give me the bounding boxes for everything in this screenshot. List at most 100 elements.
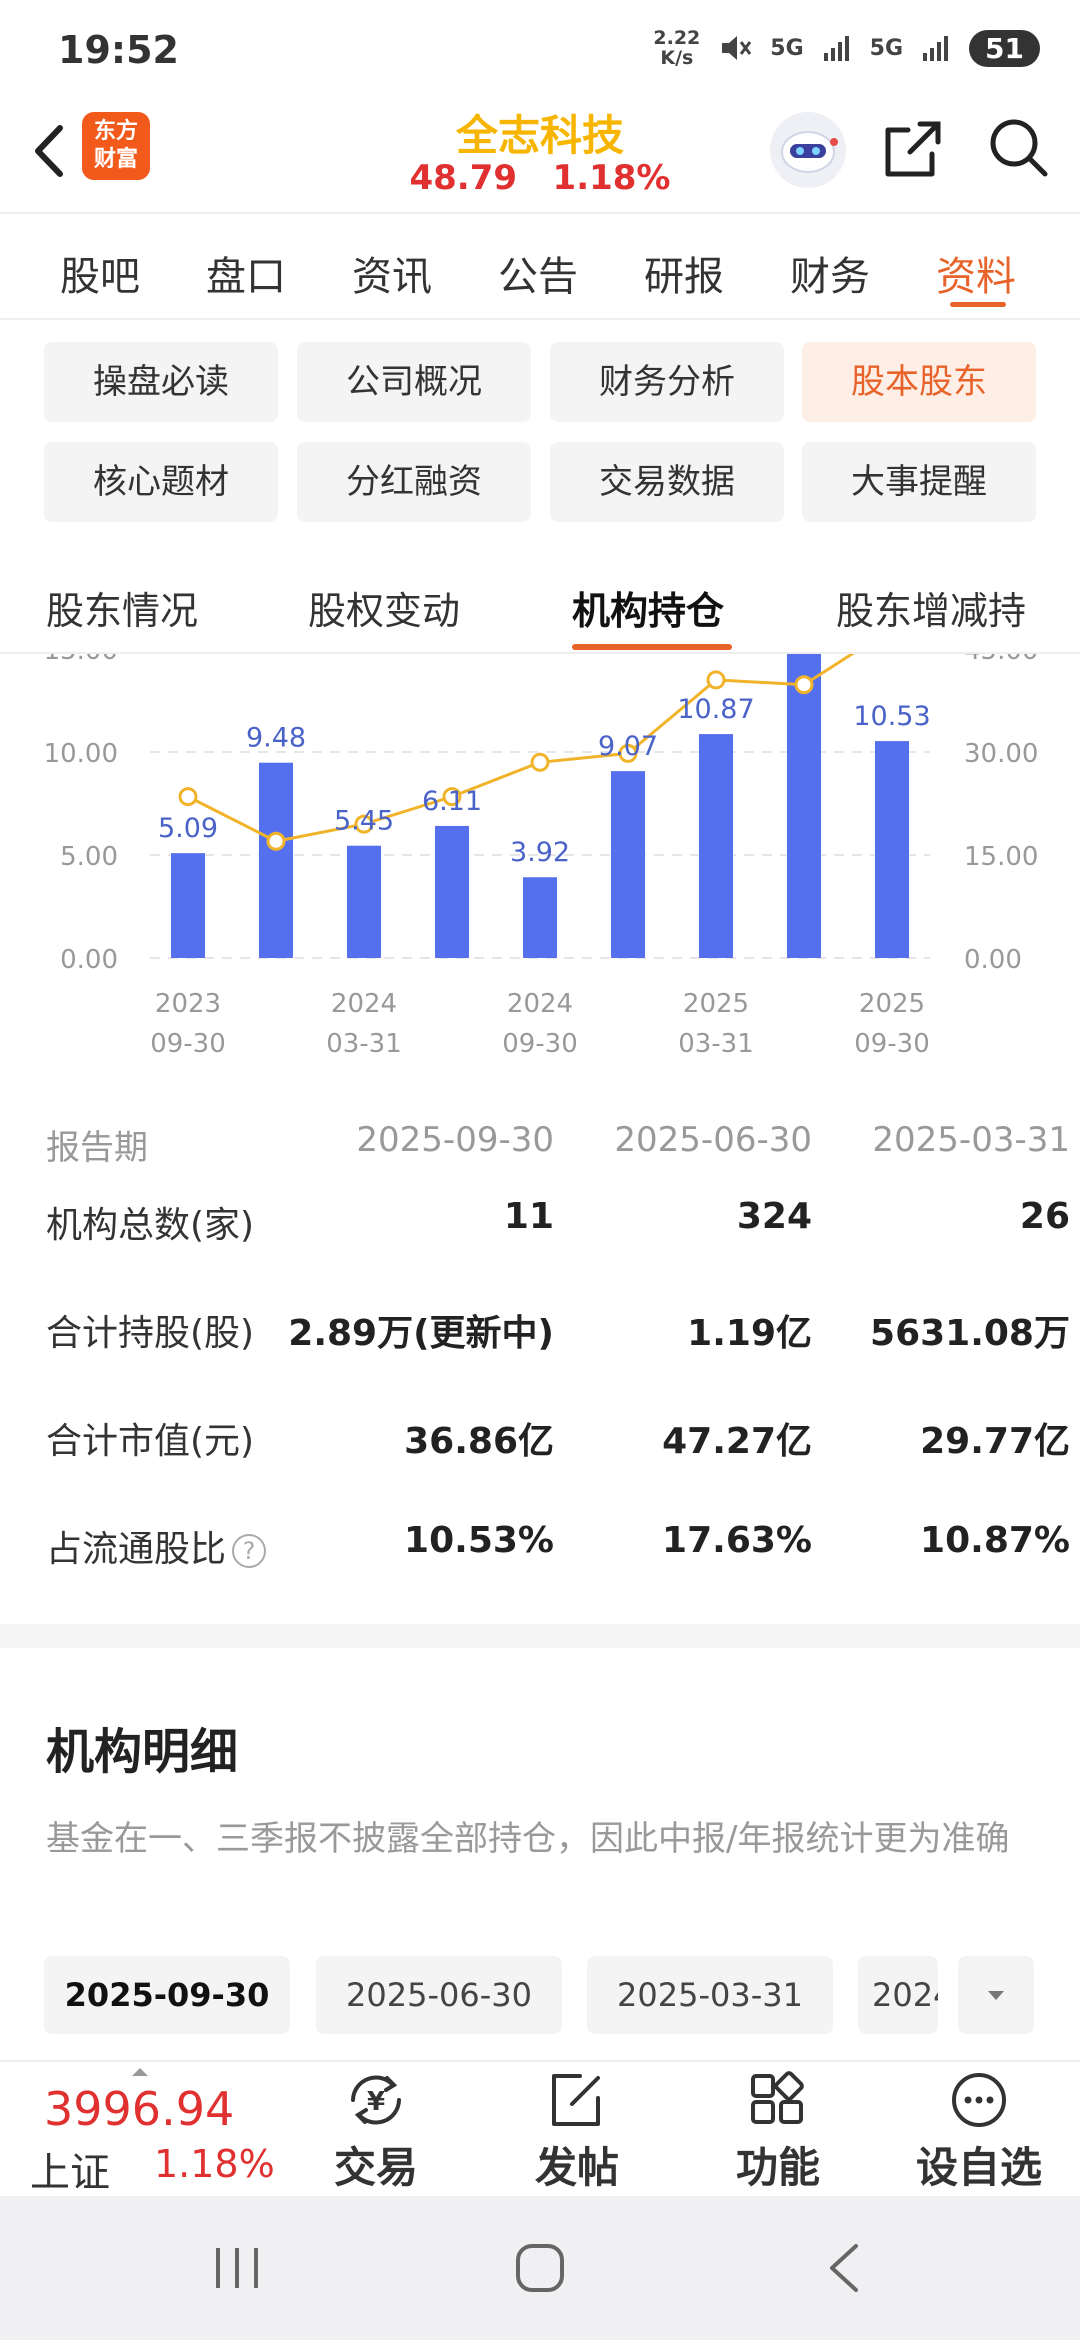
tab-pankou[interactable]: 盘口 <box>206 254 286 300</box>
bottom-bar <box>0 2060 1080 2196</box>
tab-news[interactable]: 资讯 <box>352 254 432 300</box>
stock-quote: 48.79 1.18% <box>340 158 740 198</box>
battery-indicator: 51 <box>969 29 1040 67</box>
caret-up-icon <box>132 2068 148 2076</box>
x-tick-year: 2023 <box>155 989 221 1019</box>
detail-note: 基金在一、三季报不披露全部持仓，因此中报/年报统计更为准确 <box>46 1819 1010 1859</box>
x-tick-year: 2024 <box>507 989 573 1019</box>
signal-1-label: 5G <box>770 35 804 61</box>
help-icon[interactable]: ? <box>232 1534 267 1568</box>
bar-label: 9.48 <box>246 723 306 754</box>
bar-label: 10.53 <box>853 701 930 732</box>
bar-label: 10.87 <box>677 694 754 725</box>
period-label: 报告期 <box>46 1128 148 1168</box>
line-point <box>530 752 550 772</box>
period-1: 2025-09-30 <box>356 1120 554 1160</box>
recent-apps-icon[interactable] <box>210 2240 264 2296</box>
add-watchlist-button[interactable]: 设自选 <box>899 2070 1059 2195</box>
date-chip-1[interactable]: 2025-09-30 <box>44 1956 290 2034</box>
line-point <box>794 675 814 695</box>
index-change[interactable]: 1.18% <box>154 2142 275 2186</box>
tab-finance[interactable]: 财务 <box>790 254 870 300</box>
cell-shares-3: 5631.08万 <box>870 1313 1070 1354</box>
date-chip-3[interactable]: 2025-03-31 <box>587 1956 833 2034</box>
y-left-tick: 10.00 <box>44 739 118 769</box>
row-label-float-ratio: 占流通股比? <box>46 1520 267 1572</box>
detail-title: 机构明细 <box>46 1724 239 1780</box>
chart-bars <box>171 654 909 958</box>
share-icon[interactable] <box>880 116 946 182</box>
period-2: 2025-06-30 <box>614 1120 812 1160</box>
row-label-market-value: 合计市值(元) <box>46 1421 255 1462</box>
sub-btn-core-themes[interactable]: 核心题材 <box>44 442 278 522</box>
header: 东方 财富 全志科技 48.79 1.18% <box>0 100 1080 212</box>
stock-price: 48.79 <box>409 158 518 198</box>
active-tab-indicator <box>950 302 1006 307</box>
period-3: 2025-03-31 <box>872 1120 1070 1160</box>
tab-equity-changes[interactable]: 股权变动 <box>308 589 461 633</box>
x-tick-year: 2024 <box>331 989 397 1019</box>
bar <box>699 734 733 958</box>
cell-count-3: 26 <box>1019 1196 1070 1237</box>
assistant-robot-icon[interactable] <box>770 112 846 188</box>
holdings-chart: 0.00 5.00 10.00 15.00 0.00 15.00 30.00 45.00 5.0… <box>44 654 1039 1059</box>
sub-btn-dividends[interactable]: 分红融资 <box>297 442 531 522</box>
sub-btn-company-overview[interactable]: 公司概况 <box>297 342 531 422</box>
date-chip-2[interactable]: 2025-06-30 <box>316 1956 562 2034</box>
cell-shares-2: 1.19亿 <box>687 1313 812 1354</box>
tab-guba[interactable]: 股吧 <box>60 254 140 300</box>
system-back-icon[interactable] <box>820 2240 870 2296</box>
bar-label: 3.92 <box>510 837 570 868</box>
bar-label: 6.11 <box>422 786 482 817</box>
chevron-down-icon <box>988 1991 1004 2000</box>
sub-btn-shareholders[interactable]: 股本股东 <box>802 342 1036 422</box>
signal-2-label: 5G <box>869 35 904 61</box>
signal-2-icon <box>923 36 949 61</box>
grid-icon <box>751 2071 804 2124</box>
bar <box>171 853 205 958</box>
system-nav-bar <box>0 2196 1080 2340</box>
index-name[interactable]: 上证 <box>30 2150 110 2196</box>
sub-btn-trading-data[interactable]: 交易数据 <box>550 442 784 522</box>
bar <box>435 825 469 958</box>
post-button[interactable]: 发帖 <box>497 2070 657 2195</box>
stock-change: 1.18% <box>552 158 671 198</box>
date-chip-4[interactable]: 2024-12-31 <box>858 1956 938 2034</box>
cell-value-2: 47.27亿 <box>662 1421 812 1462</box>
tab-research[interactable]: 研报 <box>644 254 724 300</box>
back-arrow-icon[interactable] <box>24 116 84 186</box>
sub-btn-events[interactable]: 大事提醒 <box>802 442 1036 522</box>
cell-ratio-3: 10.87% <box>920 1520 1070 1561</box>
stock-name: 全志科技 <box>455 111 624 160</box>
trade-button[interactable]: ¥ 交易 <box>296 2070 456 2195</box>
tab-holding-changes[interactable]: 股东增减持 <box>836 589 1027 633</box>
tab-institutional-holdings[interactable]: 机构持仓 <box>572 589 725 633</box>
row-label-institution-count: 机构总数(家) <box>46 1205 255 1246</box>
y-right-tick: 30.00 <box>964 739 1038 769</box>
bar <box>523 877 557 958</box>
sub-btn-trading-guide[interactable]: 操盘必读 <box>44 342 278 422</box>
y-right-tick: 15.00 <box>964 842 1038 872</box>
bar <box>787 654 821 958</box>
header-divider <box>0 212 1080 214</box>
tab-profile[interactable]: 资料 <box>936 254 1016 300</box>
search-icon[interactable] <box>985 114 1051 180</box>
functions-button[interactable]: 功能 <box>698 2070 858 2195</box>
x-tick-date: 09-30 <box>150 1029 226 1059</box>
active-subtab-indicator <box>572 644 732 650</box>
line-point <box>266 831 286 851</box>
chart-labels: 0.00 5.00 10.00 15.00 0.00 15.00 30.00 45.00 5.0… <box>44 654 1039 1059</box>
status-icons: 2.22 K/s 5G 5G 51 <box>653 28 1040 68</box>
x-tick-date: 03-31 <box>326 1029 402 1059</box>
home-icon[interactable] <box>512 2240 568 2296</box>
date-dropdown[interactable] <box>958 1956 1034 2034</box>
index-value[interactable]: 3996.94 <box>44 2082 235 2136</box>
tab-shareholder-status[interactable]: 股东情况 <box>46 589 199 633</box>
net-speed: 2.22 K/s <box>653 27 701 69</box>
sub-btn-financial-analysis[interactable]: 财务分析 <box>550 342 784 422</box>
bar-label: 5.09 <box>158 813 218 844</box>
tab-announcements[interactable]: 公告 <box>498 254 578 300</box>
line-point <box>706 670 726 690</box>
x-tick-date: 09-30 <box>502 1029 578 1059</box>
x-tick-date: 09-30 <box>854 1029 930 1059</box>
